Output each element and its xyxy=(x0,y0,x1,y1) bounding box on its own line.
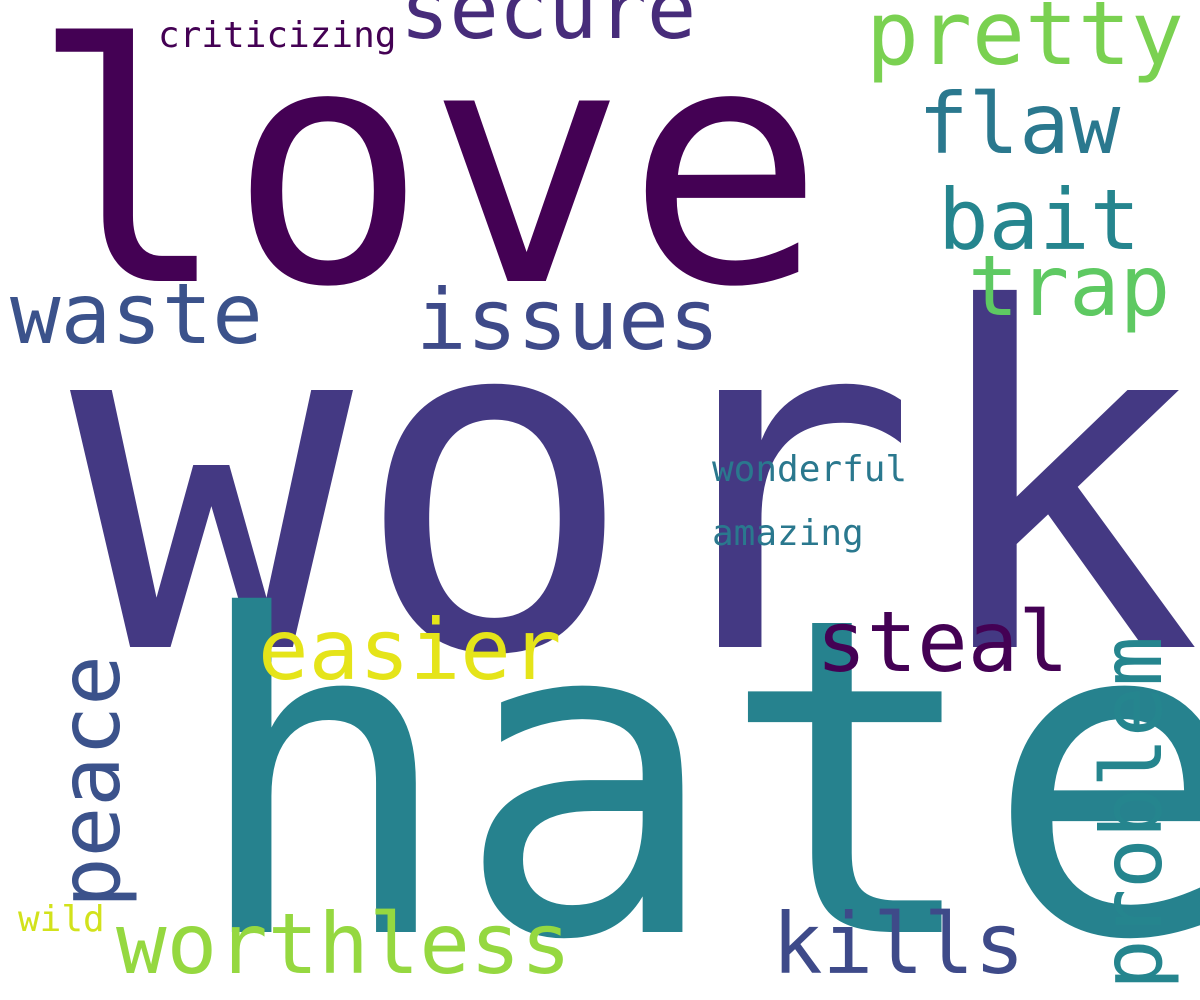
word-easier: easier xyxy=(258,601,562,699)
word-work: work xyxy=(70,211,1200,758)
word-wonderful: wonderful xyxy=(712,449,908,490)
word-kills: kills xyxy=(772,895,1025,993)
word-amazing: amazing xyxy=(712,513,864,554)
word-flaw: flaw xyxy=(918,75,1121,173)
word-love: love xyxy=(30,0,825,359)
word-bait: bait xyxy=(938,171,1141,269)
word-criticizing: criticizing xyxy=(158,15,397,56)
word-wild: wild xyxy=(18,899,105,940)
word-hate: hate xyxy=(190,524,1200,1000)
word-waste: waste xyxy=(10,265,263,363)
word-trap: trap xyxy=(968,237,1171,335)
word-issues: issues xyxy=(416,271,720,369)
word-pretty: pretty xyxy=(866,0,1184,85)
word-worthless: worthless xyxy=(116,895,572,993)
word-secure: secure xyxy=(400,0,697,58)
word-steal: steal xyxy=(816,593,1069,691)
word-problem: problem xyxy=(1083,635,1181,990)
word-peace: peace xyxy=(41,655,139,908)
